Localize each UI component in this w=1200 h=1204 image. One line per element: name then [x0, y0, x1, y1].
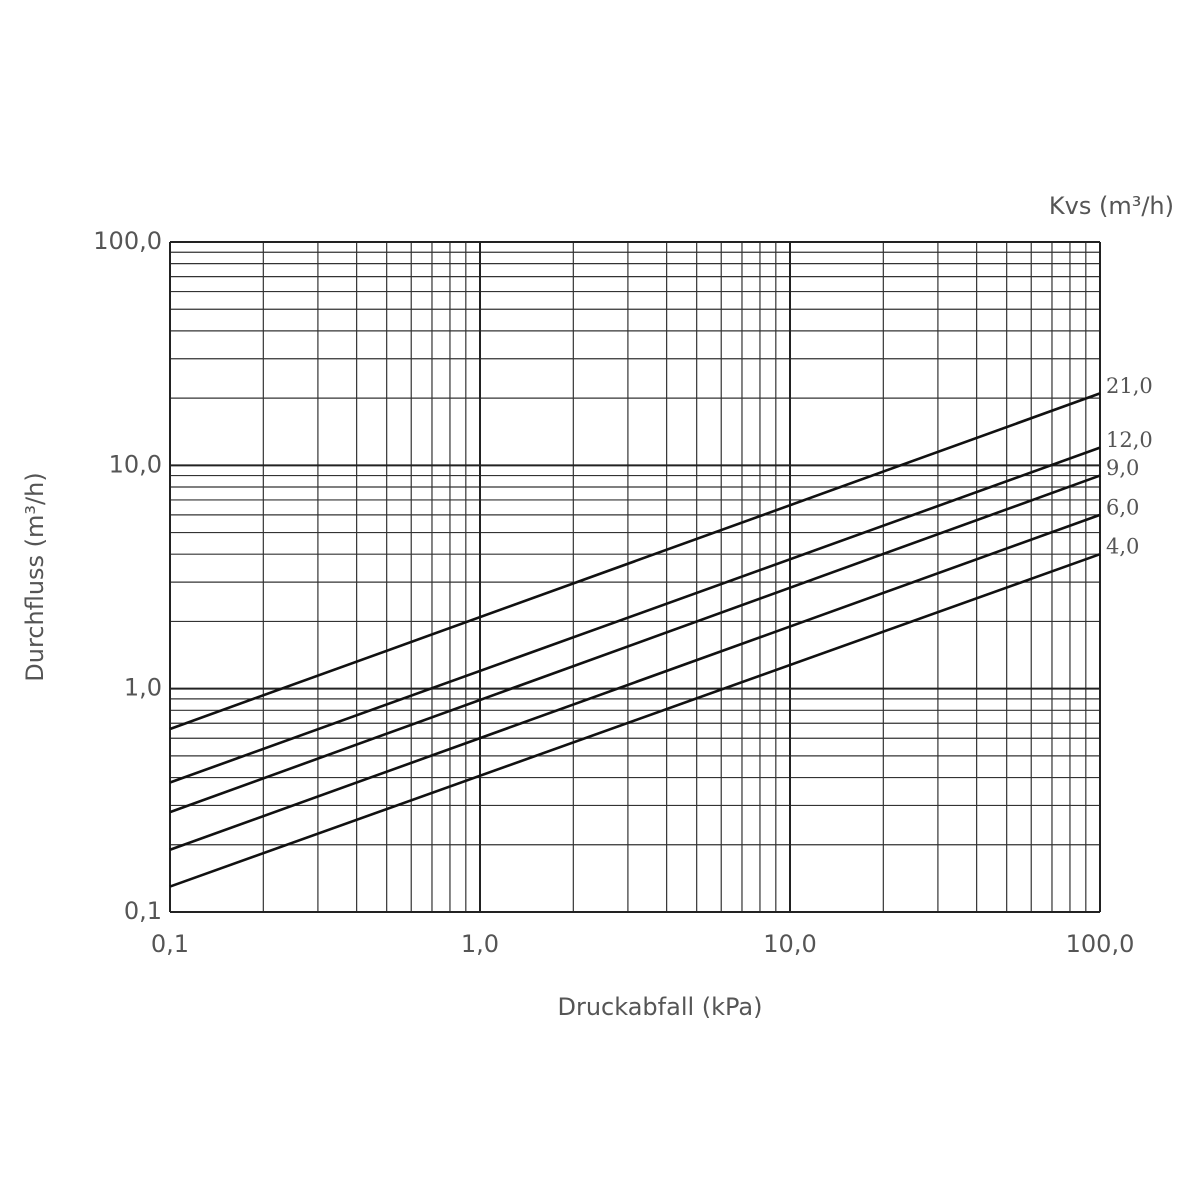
series-line	[169, 474, 1101, 814]
x-tick-label: 0,1	[151, 930, 189, 958]
legend-label: 21,0	[1106, 374, 1153, 398]
y-tick-label: 0,1	[124, 897, 162, 925]
series-line	[169, 552, 1101, 888]
legend-label: 6,0	[1106, 495, 1139, 519]
x-tick-label: 100,0	[1066, 930, 1135, 958]
x-tick-label: 10,0	[763, 930, 816, 958]
legend-label: 12,0	[1106, 428, 1153, 452]
x-axis-label: Druckabfall (kPa)	[557, 993, 762, 1021]
series-line	[169, 392, 1101, 731]
legend-label: 9,0	[1106, 456, 1139, 480]
y-tick-label: 10,0	[109, 450, 162, 478]
y-axis-label: Durchfluss (m³/h)	[21, 472, 49, 681]
y-tick-label: 100,0	[93, 227, 162, 255]
series-line	[169, 513, 1101, 851]
legend-title: Kvs (m³/h)	[1049, 192, 1174, 220]
legend-label: 4,0	[1106, 535, 1139, 559]
series-line	[169, 446, 1101, 784]
y-tick-label: 1,0	[124, 674, 162, 702]
x-tick-label: 1,0	[461, 930, 499, 958]
